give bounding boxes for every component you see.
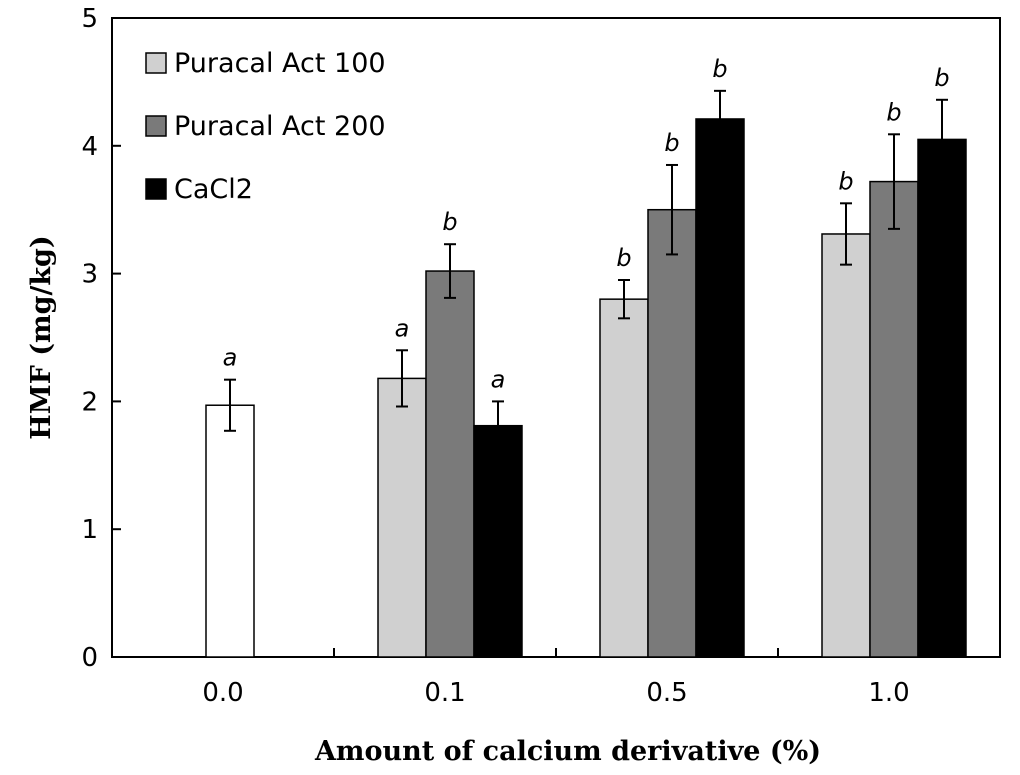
- series-2-bar: [425, 270, 475, 658]
- y-tick-label: 5: [81, 4, 98, 34]
- series-1-bar: [599, 298, 649, 658]
- series-3-bar: [695, 118, 745, 658]
- legend-label: CaCl2: [174, 174, 253, 205]
- x-tick-label: 1.0: [868, 678, 909, 708]
- x-axis-title: Amount of calcium derivative (%): [314, 736, 821, 767]
- series-1-bar: [377, 377, 427, 658]
- series-2-significance-label: b: [442, 208, 457, 236]
- series-1-bar: [821, 233, 871, 658]
- series-1-significance-label: b: [838, 167, 853, 195]
- series-2-significance-label: b: [664, 129, 679, 157]
- y-axis-title: HMF (mg/kg): [26, 235, 57, 439]
- series-1-significance-label: b: [616, 244, 631, 272]
- y-tick-label: 2: [81, 387, 98, 417]
- series-3-significance-label: b: [934, 64, 949, 92]
- legend-swatch: [145, 115, 167, 137]
- series-3-bar: [473, 424, 523, 658]
- control-significance-label: a: [223, 344, 238, 372]
- series-2-significance-label: b: [886, 98, 901, 126]
- legend-label: Puracal Act 200: [174, 111, 386, 142]
- y-tick-label: 1: [81, 515, 98, 545]
- legend-swatch: [145, 52, 167, 74]
- x-tick-label: 0.0: [202, 678, 243, 708]
- series-3-significance-label: b: [712, 55, 727, 83]
- series-2-bar: [869, 180, 919, 658]
- legend-swatch: [145, 178, 167, 200]
- y-tick-label: 0: [81, 643, 98, 673]
- series-2-bar: [647, 208, 697, 658]
- x-tick-label: 0.1: [424, 678, 465, 708]
- y-tick-label: 4: [81, 132, 98, 162]
- series-1-significance-label: a: [395, 314, 410, 342]
- series-3-bar: [917, 138, 967, 658]
- x-tick-label: 0.5: [646, 678, 687, 708]
- control-bar: [205, 404, 255, 658]
- series-3-significance-label: a: [491, 365, 506, 393]
- y-tick-label: 3: [81, 260, 98, 290]
- legend-label: Puracal Act 100: [174, 48, 386, 79]
